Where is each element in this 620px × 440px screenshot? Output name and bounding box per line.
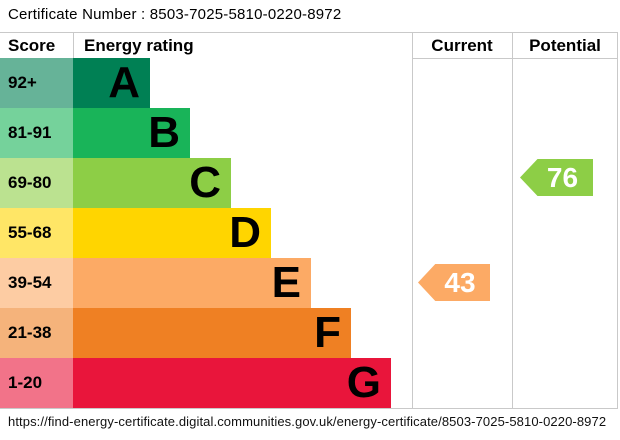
current-rating-arrow-icon: 43 xyxy=(418,264,490,301)
band-letter-d: D xyxy=(229,208,261,257)
table-top-border xyxy=(0,32,618,33)
band-letter-g: G xyxy=(346,358,381,407)
potential-column-separator xyxy=(512,32,513,408)
rating-row-d: 55-68 D xyxy=(0,208,618,258)
band-letter-b: B xyxy=(148,108,180,157)
score-range-g: 1-20 xyxy=(0,358,73,408)
header-bottom-border xyxy=(412,58,618,59)
rating-row-e: 39-54 E xyxy=(0,258,618,308)
band-letter-f: F xyxy=(314,308,341,357)
score-range-b: 81-91 xyxy=(0,108,73,158)
score-range-c: 69-80 xyxy=(0,158,73,208)
rating-row-a: 92+ A xyxy=(0,58,618,108)
score-range-a: 92+ xyxy=(0,58,73,108)
band-letter-a: A xyxy=(108,58,140,107)
rating-bar-g: G xyxy=(73,358,391,408)
header-current: Current xyxy=(431,36,493,55)
band-letter-e: E xyxy=(271,258,301,307)
rating-bar-f: F xyxy=(73,308,351,358)
potential-rating-value: 76 xyxy=(546,161,579,193)
rating-rows: 92+ A 81-91 B 69-80 C 55-68 D 39-54 xyxy=(0,58,618,408)
score-range-d: 55-68 xyxy=(0,208,73,258)
rating-row-c: 69-80 C xyxy=(0,158,618,208)
rating-bar-c: C xyxy=(73,158,231,208)
header-score-separator xyxy=(73,32,74,58)
score-range-e: 39-54 xyxy=(0,258,73,308)
rating-row-b: 81-91 B xyxy=(0,108,618,158)
band-letter-c: C xyxy=(189,158,221,207)
rating-bar-e: E xyxy=(73,258,311,308)
rating-bar-b: B xyxy=(73,108,190,158)
header-score: Score xyxy=(8,36,56,55)
score-range-f: 21-38 xyxy=(0,308,73,358)
table-right-border xyxy=(617,32,618,408)
current-rating-value: 43 xyxy=(444,266,476,298)
table-header-row: Score Energy rating Current Potential xyxy=(0,32,618,58)
potential-rating-arrow-icon: 76 xyxy=(520,159,593,196)
current-column-separator xyxy=(412,32,413,408)
header-potential: Potential xyxy=(529,36,601,55)
rating-bar-d: D xyxy=(73,208,271,258)
certificate-number: Certificate Number : 8503-7025-5810-0220… xyxy=(8,6,342,23)
header-energy-rating: Energy rating xyxy=(84,36,194,55)
certificate-url: https://find-energy-certificate.digital.… xyxy=(8,414,607,429)
rating-row-f: 21-38 F xyxy=(0,308,618,358)
rating-bar-a: A xyxy=(73,58,150,108)
table-bottom-border xyxy=(0,408,618,409)
rating-row-g: 1-20 G xyxy=(0,358,618,408)
